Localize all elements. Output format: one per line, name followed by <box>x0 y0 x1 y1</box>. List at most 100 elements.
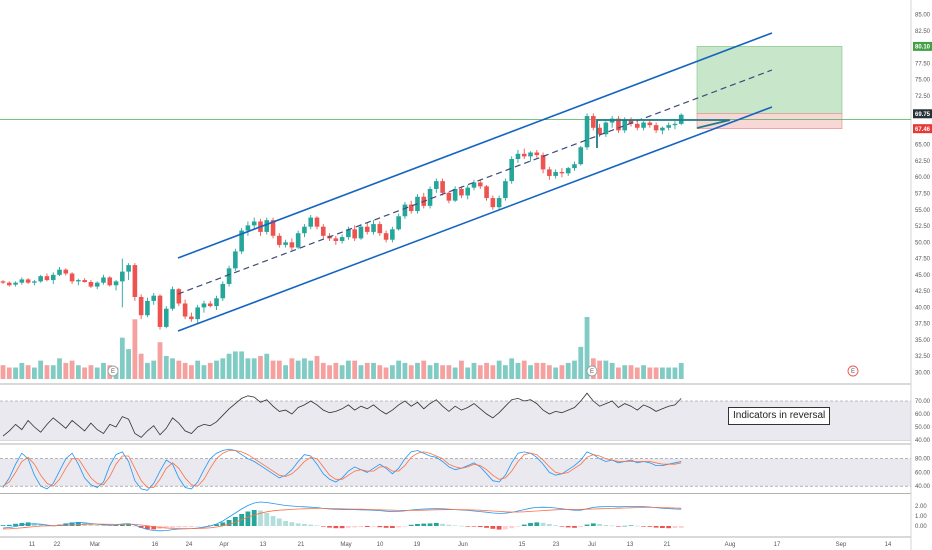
candle-body <box>170 289 175 309</box>
volume-bar <box>170 358 175 379</box>
volume-bar <box>63 362 69 379</box>
volume-bar <box>534 362 540 379</box>
rsi-tick-label: 60.00 <box>915 412 931 418</box>
macd-histogram-bar <box>446 524 452 526</box>
macd-histogram-bar <box>226 520 232 526</box>
volume-bar <box>126 349 131 379</box>
macd-histogram-bar <box>13 523 18 526</box>
channel-upper-line <box>177 32 773 259</box>
macd-histogram-bar <box>189 526 194 527</box>
macd-histogram-bar <box>201 526 207 527</box>
time-tick-label: Apr <box>219 542 228 548</box>
time-axis[interactable]: 11 22 Mar 16 24 Apr 13 21 May 10 19 Jun 15 23 Jul 13 21 A… <box>29 542 892 548</box>
candle-body <box>113 281 119 286</box>
volume-bar <box>82 367 88 379</box>
time-tick-label: 22 <box>54 542 61 548</box>
price-tick-label: 65.00 <box>915 143 931 149</box>
candle-body <box>94 282 100 287</box>
candle-body <box>383 233 389 240</box>
candle-body <box>195 307 200 320</box>
macd-histogram-bar <box>258 510 263 526</box>
volume-bar <box>553 367 559 379</box>
candle-body <box>647 122 653 126</box>
macd-histogram-bar <box>145 526 150 529</box>
macd-histogram-bar <box>0 525 6 526</box>
macd-histogram-bar <box>308 524 314 526</box>
volume-bar <box>314 356 320 379</box>
candle-body <box>452 188 458 201</box>
macd-histogram-bar <box>647 526 653 527</box>
macd-histogram-bar <box>534 522 540 526</box>
candle-body <box>214 298 219 307</box>
volume-bar <box>88 365 94 379</box>
candle-body <box>584 116 590 148</box>
volume-bar <box>151 360 157 379</box>
macd-histogram-bar <box>408 524 414 526</box>
macd-histogram-bar <box>163 526 169 529</box>
channel-lower-line <box>177 106 773 332</box>
macd-histogram-bar <box>622 525 628 527</box>
macd-histogram-bar <box>333 526 339 529</box>
stoch-tick-label: 40.00 <box>915 484 931 490</box>
target-price-badge: 80.10 <box>915 45 931 51</box>
volume-bars <box>0 317 684 379</box>
macd-histogram-bar <box>597 524 602 526</box>
earnings-marker-label: E <box>590 369 594 375</box>
time-tick-label: May <box>340 542 351 548</box>
candle-body <box>308 217 314 227</box>
candle-body <box>603 122 609 135</box>
candle-body <box>189 316 194 320</box>
volume-bar <box>333 362 339 379</box>
volume-bar <box>484 362 489 379</box>
macd-histogram-bar <box>509 526 515 529</box>
candle-body <box>591 116 596 128</box>
time-tick-label: 15 <box>519 542 526 548</box>
macd-histogram-bar <box>540 522 546 526</box>
volume-bar <box>69 360 75 379</box>
volume-bar <box>132 319 138 379</box>
candle-body <box>559 172 565 174</box>
volume-bar <box>660 367 665 379</box>
candle-body <box>13 282 18 285</box>
macd-histogram-bar <box>170 526 175 528</box>
macd-histogram-bar <box>176 526 182 528</box>
indicators-annotation: Indicators in reversal <box>728 407 831 425</box>
macd-histogram-bar <box>371 526 376 527</box>
candle-body <box>503 181 508 199</box>
macd-histogram-bar <box>433 523 439 526</box>
macd-histogram-bar <box>653 526 659 528</box>
volume-bar <box>528 365 533 379</box>
candle-body <box>446 192 452 201</box>
price-tick-label: 35.00 <box>915 338 931 344</box>
candle-body <box>333 238 339 242</box>
rsi-tick-label: 50.00 <box>915 425 931 431</box>
volume-bar <box>25 365 31 379</box>
candle-body <box>653 125 659 131</box>
candle-body <box>101 277 106 283</box>
macd-histogram-bar <box>427 523 433 526</box>
volume-bar <box>0 365 6 379</box>
candle-body <box>57 269 62 275</box>
candle-body <box>120 271 125 282</box>
price-tick-label: 32.50 <box>915 354 931 360</box>
candle-body <box>634 123 640 128</box>
macd-histogram-bar <box>264 513 270 526</box>
macd-histogram-bar <box>339 526 345 529</box>
price-tick-label: 82.50 <box>915 29 931 35</box>
candle-body <box>270 220 276 236</box>
candle-body <box>289 242 295 248</box>
candle-body <box>628 119 634 124</box>
time-tick-label: 16 <box>152 542 159 548</box>
price-tick-label: 30.00 <box>915 370 931 376</box>
volume-bar <box>672 367 678 379</box>
macd-histogram-bar <box>346 526 351 528</box>
volume-bar <box>289 358 295 379</box>
volume-bar <box>477 365 483 379</box>
volume-bar <box>283 365 288 379</box>
volume-bar <box>371 362 376 379</box>
time-tick-label: 14 <box>885 542 892 548</box>
price-axis[interactable]: 85.0082.5080.0077.5075.0072.5070.0067.50… <box>915 13 931 530</box>
macd-histogram-bar <box>553 525 559 526</box>
